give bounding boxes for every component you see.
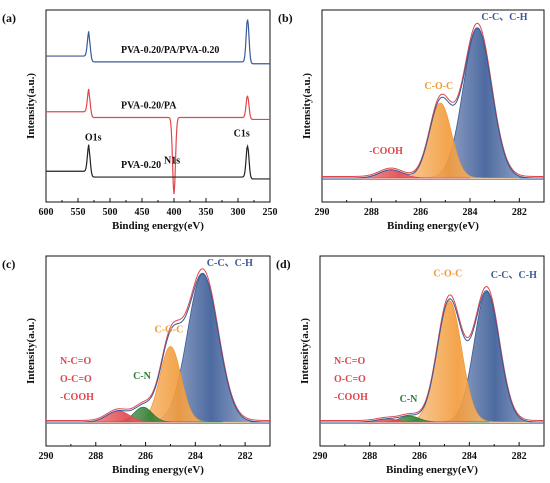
component-label: C-N [400,394,419,405]
panel-b: 290 288 286 284 282 Binding energy(eV) Intensi… [278,9,545,232]
x-tick-label: 450 [135,207,150,218]
component-label: N-C=O [60,356,91,367]
raw-spectrum [322,22,544,177]
component-label: O-C=O [334,374,366,385]
x-tick-label: 290 [39,451,54,462]
component-label: -COOH [369,146,403,157]
peak-label-n1s: N1s [164,156,180,167]
x-axis-label: Binding energy(eV) [112,464,204,476]
peak-label-c1s: C1s [234,129,250,140]
x-tick-label: 284 [463,207,478,218]
panel-label: (b) [278,11,293,25]
x-tick-label: 284 [188,451,203,462]
x-tick-label: 500 [103,207,118,218]
series-line [46,88,270,195]
x-tick-label: 282 [512,451,527,462]
raw-spectrum [46,268,270,421]
x-axis-label: Binding energy(eV) [387,220,479,232]
series-line [46,144,270,180]
x-tick-label: 290 [313,451,328,462]
x-tick-label: 250 [263,207,278,218]
panel-label: (c) [2,257,15,271]
x-tick-label: 300 [231,207,246,218]
x-axis-label: Binding energy(eV) [112,220,204,232]
component-label: C-C、C-H [207,258,253,269]
plot-frame [45,255,271,447]
peak-label-o1s: O1s [85,133,102,144]
plot-frame [319,255,545,447]
component-peak [398,27,544,179]
fit-envelope [46,272,270,423]
component-label: C-C、C-H [491,270,537,281]
component-label: -COOH [334,392,368,403]
series-line [46,19,270,65]
x-tick-label: 284 [462,451,477,462]
fit-envelope [322,27,544,179]
panel-a: 600 550 500 450 400 350 300 250 Binding energy(e… [2,9,278,232]
y-axis-label: Intensity(a.u.) [25,318,37,384]
x-tick-label: 286 [413,207,428,218]
component-label: C-O-C [154,325,183,336]
x-tick-label: 286 [412,451,427,462]
x-tick-label: 288 [88,451,103,462]
x-tick-label: 350 [199,207,214,218]
x-tick-label: 400 [167,207,182,218]
x-tick-label: 290 [315,207,330,218]
x-tick-label: 550 [71,207,86,218]
series-label: PVA-0.20/PA [121,100,177,111]
plot-frame [321,9,545,203]
panel-c: 290 288 286 284 282 Binding energy(eV) Intensi… [2,255,271,476]
component-label: N-C=O [334,356,365,367]
y-axis-label: Intensity(a.u.) [25,73,37,139]
panel-label: (d) [276,257,291,271]
x-axis-label: Binding energy(eV) [386,464,478,476]
x-tick-label: 282 [238,451,253,462]
fit-envelope [320,290,545,423]
component-label: -COOH [60,392,94,403]
series-label: PVA-0.20 [121,160,161,171]
component-label: O-C=O [60,374,92,385]
series-label: PVA-0.20/PA/PVA-0.20 [121,45,219,56]
x-tick-label: 286 [138,451,153,462]
x-tick-label: 288 [362,451,377,462]
x-tick-label: 282 [512,207,527,218]
component-label: C-O-C [433,269,462,280]
y-axis-label: Intensity(a.u.) [301,73,313,139]
x-tick-label: 600 [39,207,54,218]
panel-label: (a) [2,11,16,25]
component-label: C-O-C [424,81,453,92]
panel-d: 290 288 286 284 282 Binding energy(eV) Intensi… [276,255,545,476]
component-label: C-C、C-H [481,12,527,23]
component-label: C-N [133,371,152,382]
x-tick-label: 288 [364,207,379,218]
y-axis-label: Intensity(a.u.) [299,318,311,384]
